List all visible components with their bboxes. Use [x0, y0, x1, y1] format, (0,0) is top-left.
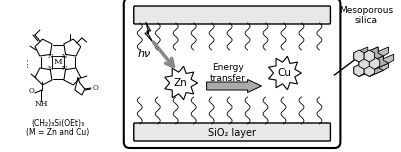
Text: O: O [28, 87, 34, 95]
Text: hν: hν [137, 49, 150, 59]
Text: N: N [62, 54, 68, 59]
FancyBboxPatch shape [134, 123, 330, 141]
Polygon shape [359, 57, 369, 69]
Polygon shape [364, 47, 383, 62]
Polygon shape [354, 47, 373, 62]
Polygon shape [364, 61, 383, 76]
Text: NH: NH [34, 100, 48, 108]
Polygon shape [145, 22, 153, 42]
Text: M: M [54, 58, 62, 66]
Text: N: N [62, 67, 68, 71]
Text: (M = Zn and Cu): (M = Zn and Cu) [26, 128, 89, 137]
Polygon shape [165, 66, 198, 100]
Polygon shape [369, 57, 380, 69]
Polygon shape [354, 64, 364, 76]
Polygon shape [359, 54, 378, 69]
Text: O: O [93, 84, 99, 92]
Polygon shape [269, 56, 302, 90]
Polygon shape [354, 61, 373, 76]
FancyBboxPatch shape [134, 6, 330, 24]
Polygon shape [364, 50, 375, 62]
Polygon shape [364, 54, 383, 69]
Polygon shape [369, 47, 389, 62]
Text: SiO₂ layer: SiO₂ layer [208, 128, 256, 138]
FancyBboxPatch shape [124, 0, 340, 148]
Text: Cu: Cu [277, 68, 292, 78]
Text: (CH₂)₃Si(OEt)₃: (CH₂)₃Si(OEt)₃ [31, 119, 85, 128]
Text: N: N [48, 67, 54, 71]
Text: Mesoporous
silica: Mesoporous silica [339, 6, 393, 25]
Text: Energy
transfer: Energy transfer [210, 63, 245, 83]
Polygon shape [364, 64, 375, 76]
Polygon shape [359, 47, 378, 62]
Polygon shape [359, 61, 378, 76]
Text: N: N [48, 54, 54, 59]
Polygon shape [369, 54, 389, 69]
Text: ···: ··· [23, 57, 33, 67]
Polygon shape [369, 61, 389, 76]
Polygon shape [207, 79, 261, 93]
Polygon shape [375, 54, 394, 69]
Polygon shape [354, 50, 364, 62]
Text: Zn: Zn [174, 78, 188, 88]
